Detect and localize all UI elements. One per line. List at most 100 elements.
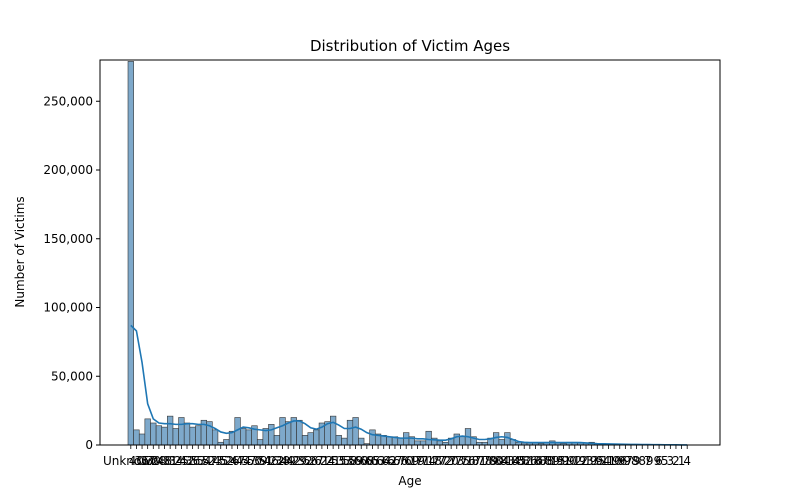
x-tick-label: 73 xyxy=(449,454,464,468)
histogram-bar xyxy=(273,435,281,446)
x-tick-label: 59 xyxy=(348,454,363,468)
x-tick-label: 49 xyxy=(281,454,296,468)
y-tick-label: 50,000 xyxy=(51,369,93,383)
histogram-bar xyxy=(144,418,151,446)
histogram-bar xyxy=(127,61,134,446)
x-tick-label: 38 xyxy=(275,454,290,468)
x-tick-label: 48 xyxy=(157,454,172,468)
x-tick-label: 6 xyxy=(655,454,663,468)
x-tick-label: 28 xyxy=(151,454,166,468)
x-tick-label: 51 xyxy=(258,454,273,468)
x-tick-label: 77 xyxy=(432,454,447,468)
x-tick-label: 44 xyxy=(236,454,251,468)
chart-title: Distribution of Victim Ages xyxy=(310,37,510,55)
x-tick-label: 18 xyxy=(427,454,442,468)
x-tick-label: 32 xyxy=(297,454,312,468)
histogram-bar xyxy=(212,429,219,446)
x-tick-label: 56 xyxy=(303,454,318,468)
histogram-bar xyxy=(358,437,365,446)
x-tick-label: 82 xyxy=(517,454,532,468)
histogram-bar xyxy=(436,440,444,446)
x-tick-label: 92 xyxy=(567,454,582,468)
histogram-bar xyxy=(459,436,466,446)
x-tick-label: 70 xyxy=(399,454,414,468)
y-axis: 0 50,000 100,000 150,000 200,000 250,000 xyxy=(43,94,100,452)
x-tick-label: 96 xyxy=(612,454,627,468)
histogram-bar xyxy=(369,429,376,446)
x-tick-label: 2 xyxy=(672,454,680,468)
x-tick-label: 61 xyxy=(314,454,329,468)
histogram-bar xyxy=(172,428,179,446)
x-tick-label: 31 xyxy=(163,454,178,468)
bars-group xyxy=(127,61,691,446)
histogram-bar xyxy=(268,424,275,446)
x-tick-label: 58 xyxy=(342,454,357,468)
x-tick-label: 89 xyxy=(545,454,560,468)
x-tick-label: 83 xyxy=(500,454,515,468)
x-tick-label: 72 xyxy=(438,454,453,468)
histogram-bar xyxy=(296,419,303,446)
histogram-bar xyxy=(414,440,421,446)
x-tick-label: 27 xyxy=(309,454,324,468)
plot-frame xyxy=(99,59,721,446)
x-tick-label: 8 xyxy=(638,454,646,468)
histogram-bar xyxy=(386,436,393,446)
histogram-bar xyxy=(161,426,168,446)
histogram-bar xyxy=(150,422,157,446)
x-tick-label: 33 xyxy=(337,454,352,468)
x-tick-label: 19 xyxy=(410,454,425,468)
x-tick-label: 97 xyxy=(618,454,633,468)
x-tick-label: 87 xyxy=(533,454,548,468)
x-tick-label: 21 xyxy=(325,454,340,468)
x-tick-label: 42 xyxy=(286,454,301,468)
histogram-bar xyxy=(223,439,230,446)
histogram-bar xyxy=(155,425,163,446)
x-tick-label: 71 xyxy=(415,454,430,468)
x-tick-label: 85 xyxy=(511,454,526,468)
x-tick-label: 81 xyxy=(472,454,487,468)
x-tick-label: 68 xyxy=(359,454,374,468)
x-tick-label: 67 xyxy=(387,454,402,468)
histogram-bar xyxy=(301,435,309,446)
x-tick-label: 10 xyxy=(606,454,621,468)
x-tick-label: 76 xyxy=(460,454,475,468)
x-tick-label: 84 xyxy=(494,454,509,468)
histogram-bar xyxy=(397,437,404,446)
x-tick-label: 14 xyxy=(505,454,520,468)
y-tick-label: 150,000 xyxy=(43,232,93,246)
x-tick-label: 64 xyxy=(376,454,391,468)
x-tick-label: 3 xyxy=(667,454,675,468)
histogram-bar xyxy=(498,439,505,446)
histogram-bar xyxy=(453,433,460,446)
y-tick-label: 200,000 xyxy=(43,163,93,177)
histogram-bar xyxy=(307,432,314,446)
x-tick-label: 54 xyxy=(196,454,211,468)
x-tick-label: 45 xyxy=(213,454,228,468)
x-tick-label: 57 xyxy=(202,454,217,468)
x-tick-label: 11 xyxy=(601,454,616,468)
x-tick-label: 65 xyxy=(365,454,380,468)
x-tick-label: 80 xyxy=(488,454,503,468)
histogram-bar xyxy=(138,433,146,446)
x-tick-label: 55 xyxy=(331,454,346,468)
histogram-bar xyxy=(425,430,432,446)
x-tick-label: 15 xyxy=(550,454,565,468)
x-tick-label: 57 xyxy=(241,454,256,468)
x-tick-label: 46 xyxy=(264,454,279,468)
x-tick-label: 75 xyxy=(455,454,470,468)
x-tick-label: 62 xyxy=(382,454,397,468)
x-tick-label: 22 xyxy=(269,454,284,468)
x-tick-label: 36 xyxy=(185,454,200,468)
y-tick-label: 100,000 xyxy=(43,301,93,315)
x-tick-label: 16 xyxy=(528,454,543,468)
x-tick-label: 17 xyxy=(466,454,481,468)
x-tick-label: 98 xyxy=(623,454,638,468)
histogram-bar xyxy=(245,429,252,446)
x-tick-label: 60 xyxy=(354,454,369,468)
histogram-bar xyxy=(167,415,174,446)
histogram-bar xyxy=(178,417,185,446)
x-tick-label: 52 xyxy=(219,454,234,468)
x-tick-label: 39 xyxy=(252,454,267,468)
x-tick-label: 42 xyxy=(179,454,194,468)
histogram-bar xyxy=(335,435,342,446)
